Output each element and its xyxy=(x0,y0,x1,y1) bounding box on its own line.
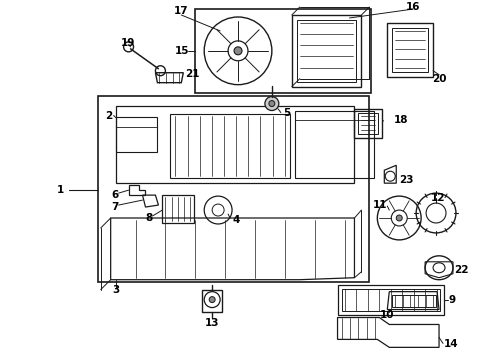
Bar xyxy=(342,289,440,311)
Text: 2: 2 xyxy=(105,111,113,121)
Ellipse shape xyxy=(396,215,402,221)
Bar xyxy=(195,9,371,93)
Bar xyxy=(116,105,354,183)
Bar xyxy=(162,195,194,223)
Bar xyxy=(116,117,157,152)
Text: 4: 4 xyxy=(232,215,240,225)
Text: 8: 8 xyxy=(145,213,152,223)
Text: 22: 22 xyxy=(454,265,468,275)
Bar xyxy=(359,113,378,134)
Bar xyxy=(387,23,433,77)
Bar xyxy=(354,109,382,138)
Bar xyxy=(297,20,356,82)
Bar xyxy=(98,96,369,282)
Text: 15: 15 xyxy=(175,46,190,56)
Text: 7: 7 xyxy=(111,202,119,212)
Text: 20: 20 xyxy=(432,74,446,84)
Ellipse shape xyxy=(265,96,279,111)
Text: 23: 23 xyxy=(399,175,414,185)
Ellipse shape xyxy=(234,47,242,55)
Text: 14: 14 xyxy=(444,339,459,349)
Text: 3: 3 xyxy=(113,285,120,294)
Text: 6: 6 xyxy=(111,190,119,200)
Text: 12: 12 xyxy=(431,193,445,203)
Text: 1: 1 xyxy=(57,185,64,195)
Text: 11: 11 xyxy=(373,200,387,210)
Ellipse shape xyxy=(269,100,275,107)
Ellipse shape xyxy=(209,297,215,303)
Bar xyxy=(202,290,222,311)
Text: 21: 21 xyxy=(185,69,200,79)
Bar xyxy=(171,113,290,178)
Bar xyxy=(392,28,428,72)
Bar xyxy=(295,111,374,178)
Text: 9: 9 xyxy=(449,294,456,305)
Text: 18: 18 xyxy=(394,116,409,126)
Text: 16: 16 xyxy=(406,2,420,12)
Bar xyxy=(392,294,436,307)
Text: 19: 19 xyxy=(121,38,135,48)
Text: 17: 17 xyxy=(174,6,189,16)
Text: 5: 5 xyxy=(283,108,290,117)
Text: 13: 13 xyxy=(205,319,220,328)
Text: 10: 10 xyxy=(380,310,394,320)
Bar xyxy=(292,15,362,87)
